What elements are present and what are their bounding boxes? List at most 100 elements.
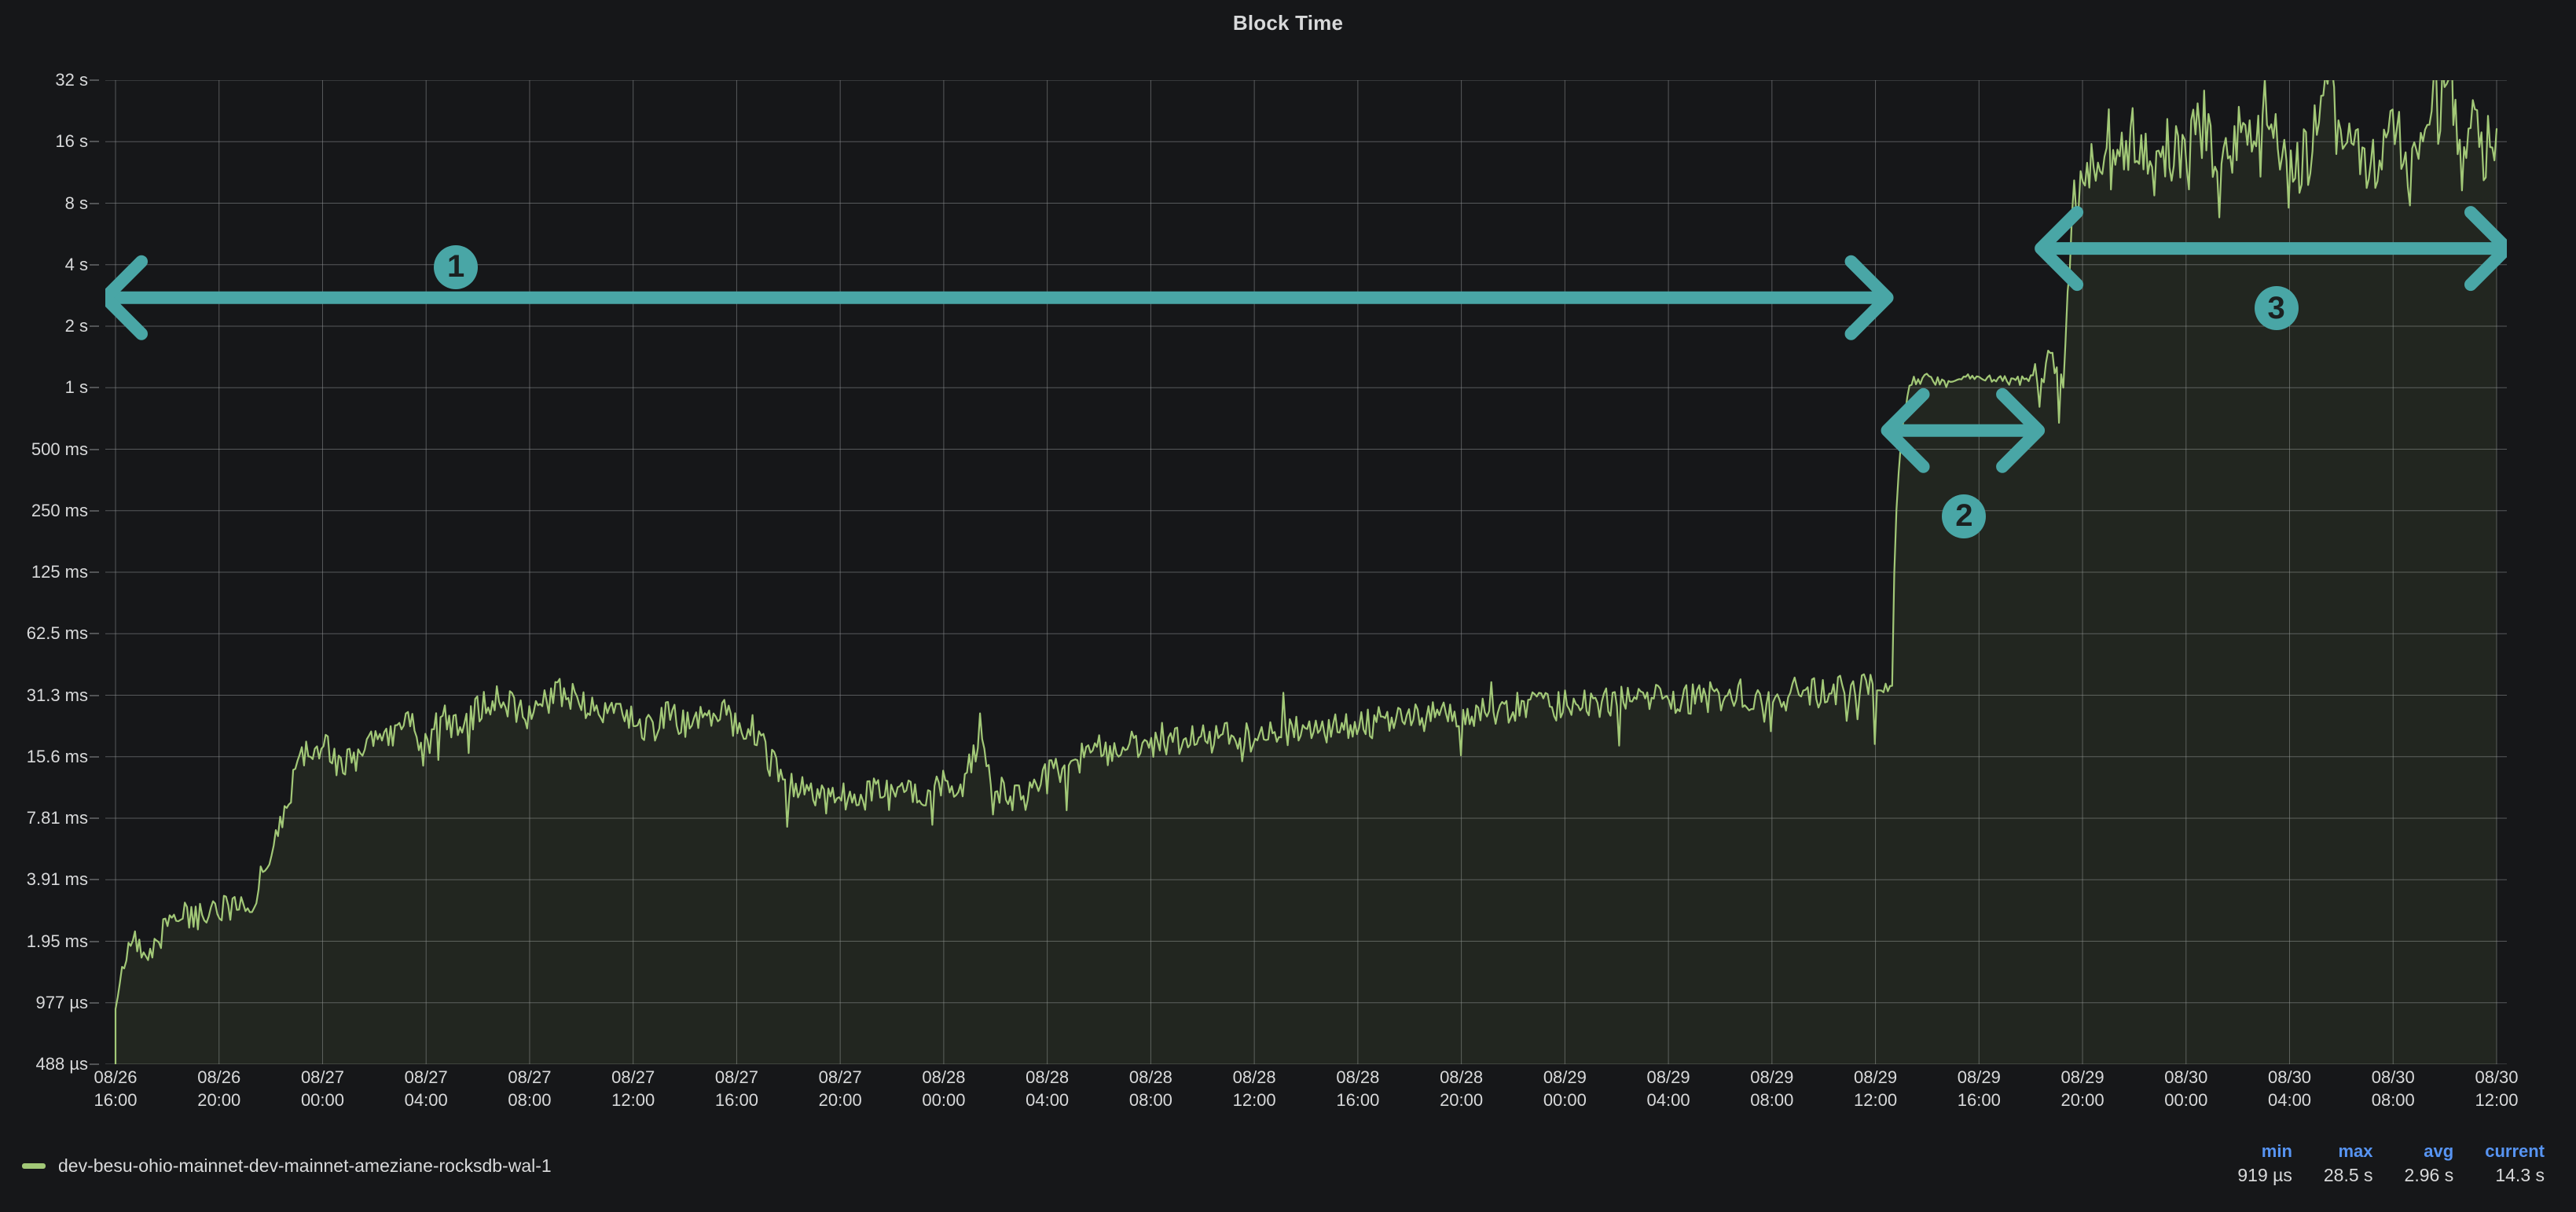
x-axis-tick-label: 08/28 16:00 <box>1336 1066 1379 1111</box>
x-axis-tick-label: 08/30 04:00 <box>2268 1066 2311 1111</box>
y-axis: 32 s 16 s 8 s 4 s 2 s 1 s 500 ms 250 ms 125 ms 62… <box>0 70 99 1074</box>
x-tick-time: 04:00 <box>2267 1090 2312 1110</box>
x-axis-tick-label: 08/28 20:00 <box>1440 1066 1483 1111</box>
legend: dev-besu-ohio-mainnet-dev-mainnet-amezia… <box>0 1137 2576 1212</box>
legend-stat-value: 14.3 s <box>2495 1165 2545 1185</box>
annotation-badge-1: 1 <box>434 244 479 289</box>
x-axis-tick-label: 08/26 16:00 <box>94 1066 137 1111</box>
arrow-head <box>1881 387 1930 473</box>
y-axis-tick-mark <box>90 817 99 819</box>
x-axis-tick-label: 08/27 16:00 <box>715 1066 758 1111</box>
y-axis-tick-mark <box>90 510 99 512</box>
series-line <box>116 80 2497 1064</box>
x-axis-tick-label: 08/27 04:00 <box>405 1066 448 1111</box>
x-axis-tick-label: 08/29 00:00 <box>1543 1066 1587 1111</box>
arrow-head <box>1844 255 1894 340</box>
x-tick-date: 08/28 <box>922 1067 966 1087</box>
legend-stat-header[interactable]: min <box>2261 1141 2292 1161</box>
x-tick-time: 16:00 <box>1957 1090 2001 1110</box>
series-area-fill <box>116 80 2497 1064</box>
y-axis-tick-label: 488 µs <box>35 1054 89 1074</box>
x-axis-tick-label: 08/26 20:00 <box>197 1066 240 1111</box>
y-axis-tick-label: 2 s <box>64 316 88 336</box>
y-axis-tick-label: 4 s <box>64 254 88 274</box>
y-axis-tick-mark <box>90 387 99 388</box>
x-tick-date: 08/28 <box>1026 1067 1070 1087</box>
legend-stat-value: 919 µs <box>2237 1165 2292 1185</box>
x-axis-tick-label: 08/28 12:00 <box>1233 1066 1276 1111</box>
legend-series-label: dev-besu-ohio-mainnet-dev-mainnet-amezia… <box>58 1155 552 1176</box>
x-tick-time: 16:00 <box>714 1090 758 1110</box>
legend-stat-value: 28.5 s <box>2323 1165 2373 1185</box>
x-tick-date: 08/29 <box>1646 1067 1690 1087</box>
x-tick-date: 08/30 <box>2164 1067 2208 1087</box>
y-axis-tick-label: 125 ms <box>31 562 88 582</box>
y-axis-tick-label: 250 ms <box>31 500 88 520</box>
x-axis-tick-label: 08/28 00:00 <box>922 1066 965 1111</box>
y-axis-tick-label: 977 µs <box>35 992 89 1012</box>
y-axis-tick-mark <box>90 141 99 142</box>
y-axis-tick-label: 31.3 ms <box>26 685 88 705</box>
x-tick-date: 08/29 <box>1854 1067 1898 1087</box>
annotation-badge-2: 2 <box>1942 494 1987 538</box>
y-axis-tick-mark <box>90 756 99 758</box>
x-tick-time: 12:00 <box>611 1090 655 1110</box>
x-axis-tick-label: 08/27 08:00 <box>508 1066 551 1111</box>
x-tick-time: 08:00 <box>1128 1090 1172 1110</box>
x-axis-tick-label: 08/29 12:00 <box>1854 1066 1897 1111</box>
x-axis-tick-label: 08/28 08:00 <box>1129 1066 1172 1111</box>
legend-stat-header[interactable]: max <box>2338 1141 2373 1161</box>
x-tick-time: 08:00 <box>2371 1090 2415 1110</box>
legend-series-item[interactable]: dev-besu-ohio-mainnet-dev-mainnet-amezia… <box>22 1155 552 1177</box>
x-tick-date: 08/30 <box>2475 1067 2519 1087</box>
y-axis-tick-label: 7.81 ms <box>26 808 88 828</box>
x-tick-date: 08/27 <box>714 1067 758 1087</box>
x-tick-date: 08/27 <box>404 1067 448 1087</box>
annotation-badge-3: 3 <box>2254 286 2299 331</box>
legend-stat-header[interactable]: avg <box>2424 1141 2454 1161</box>
x-tick-date: 08/26 <box>197 1067 241 1087</box>
y-axis-tick-label: 62.5 ms <box>26 623 88 644</box>
x-tick-time: 04:00 <box>1026 1090 1070 1110</box>
series-line-chart <box>105 80 2507 1064</box>
y-axis-tick-label: 500 ms <box>31 439 88 459</box>
y-axis-tick-label: 16 s <box>55 131 88 152</box>
x-tick-time: 08:00 <box>1750 1090 1794 1110</box>
x-tick-date: 08/28 <box>1232 1067 1276 1087</box>
arrow-head <box>1996 387 2046 473</box>
x-axis-tick-label: 08/30 00:00 <box>2164 1066 2207 1111</box>
arrow-head <box>2035 206 2084 292</box>
x-tick-date: 08/26 <box>94 1067 138 1087</box>
y-axis-tick-label: 1 s <box>64 377 88 398</box>
y-axis-tick-mark <box>90 1002 99 1004</box>
y-axis-tick-mark <box>90 325 99 327</box>
x-axis: 08/26 16:00 08/26 20:00 08/27 00:00 08/27 04:00… <box>94 1066 2518 1127</box>
x-tick-time: 20:00 <box>197 1090 241 1110</box>
y-axis-tick-label: 8 s <box>64 193 88 213</box>
x-tick-time: 16:00 <box>1336 1090 1380 1110</box>
x-tick-date: 08/29 <box>1543 1067 1587 1087</box>
legend-stat-header[interactable]: current <box>2485 1141 2545 1161</box>
x-tick-date: 08/28 <box>1336 1067 1380 1087</box>
x-axis-tick-label: 08/29 08:00 <box>1750 1066 1793 1111</box>
y-axis-tick-mark <box>90 571 99 573</box>
x-tick-time: 12:00 <box>2475 1090 2519 1110</box>
x-tick-time: 04:00 <box>1646 1090 1690 1110</box>
y-axis-tick-mark <box>90 941 99 942</box>
x-axis-tick-label: 08/27 12:00 <box>611 1066 655 1111</box>
x-tick-date: 08/30 <box>2267 1067 2312 1087</box>
x-axis-tick-label: 08/29 16:00 <box>1958 1066 2001 1111</box>
y-axis-tick-label: 3.91 ms <box>26 869 88 890</box>
x-tick-time: 12:00 <box>1232 1090 1276 1110</box>
x-tick-date: 08/27 <box>300 1067 344 1087</box>
x-axis-tick-label: 08/29 20:00 <box>2061 1066 2104 1111</box>
x-tick-time: 00:00 <box>922 1090 966 1110</box>
x-axis-tick-label: 08/30 12:00 <box>2475 1066 2518 1111</box>
x-tick-time: 12:00 <box>1854 1090 1898 1110</box>
x-tick-date: 08/29 <box>1750 1067 1794 1087</box>
arrow-head <box>2464 206 2507 292</box>
x-tick-date: 08/27 <box>818 1067 862 1087</box>
x-axis-tick-label: 08/30 08:00 <box>2372 1066 2415 1111</box>
x-axis-tick-label: 08/29 04:00 <box>1647 1066 1690 1111</box>
